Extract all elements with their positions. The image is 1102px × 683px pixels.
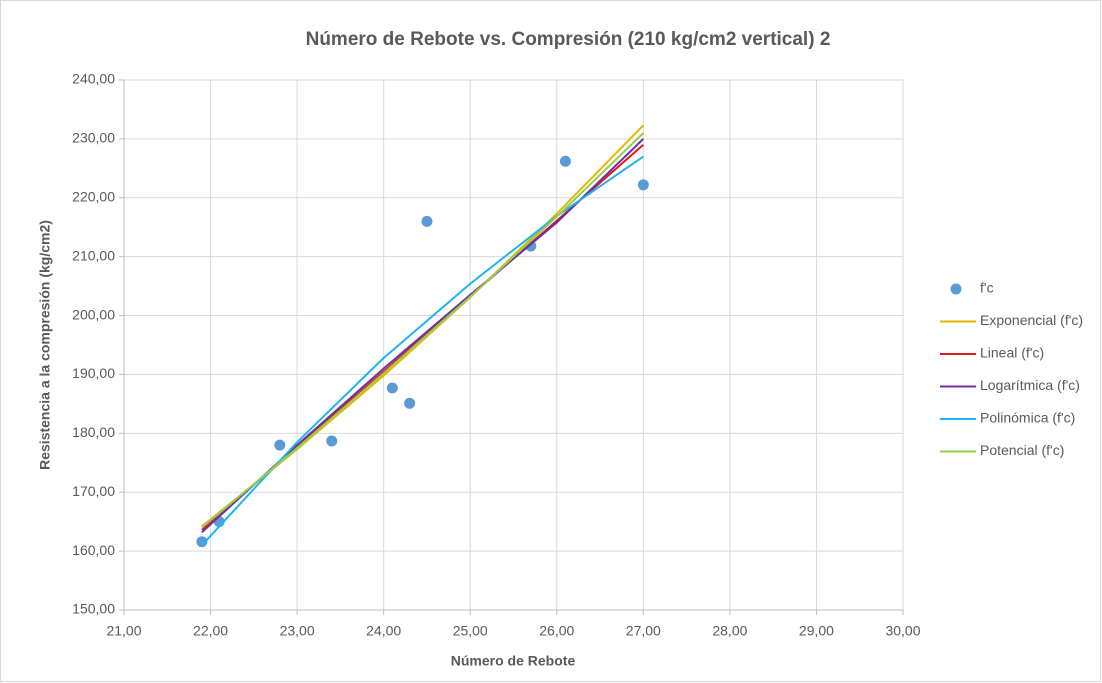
legend-swatch: [950, 283, 962, 295]
data-point: [421, 215, 433, 227]
y-axis-title: Resistencia a la compresión (kg/cm2): [37, 220, 53, 470]
x-tick-label: 27,00: [626, 623, 661, 639]
legend-label: Potencial (f'c): [980, 442, 1064, 458]
data-point: [196, 536, 208, 548]
y-tick-label: 180,00: [72, 424, 115, 440]
x-tick-label: 25,00: [453, 623, 488, 639]
data-point: [559, 155, 571, 167]
y-tick-label: 150,00: [72, 601, 115, 617]
x-axis-title: Número de Rebote: [451, 653, 576, 669]
y-tick-label: 170,00: [72, 483, 115, 499]
legend-label: Polinómica (f'c): [980, 410, 1075, 426]
y-tick-label: 240,00: [72, 71, 115, 87]
trendline: [201, 132, 645, 529]
y-tick-label: 220,00: [72, 188, 115, 204]
y-tick-label: 200,00: [72, 306, 115, 322]
data-point: [386, 382, 398, 394]
data-point: [637, 179, 649, 191]
chart-title: Número de Rebote vs. Compresión (210 kg/…: [306, 29, 831, 50]
x-tick-label: 24,00: [366, 623, 401, 639]
x-tick-label: 30,00: [885, 623, 920, 639]
legend-label: f'c: [980, 280, 994, 296]
data-point: [274, 439, 286, 451]
y-tick-label: 230,00: [72, 130, 115, 146]
data-point: [404, 397, 416, 409]
x-tick-label: 28,00: [712, 623, 747, 639]
data-point: [326, 435, 338, 447]
legend-label: Exponencial (f'c): [980, 312, 1083, 328]
y-tick-label: 160,00: [72, 542, 115, 558]
trendline: [201, 155, 644, 546]
x-tick-label: 22,00: [193, 623, 228, 639]
x-tick-label: 21,00: [106, 623, 141, 639]
y-tick-label: 190,00: [72, 365, 115, 381]
y-tick-label: 210,00: [72, 247, 115, 263]
x-tick-label: 26,00: [539, 623, 574, 639]
x-tick-label: 23,00: [280, 623, 315, 639]
legend-label: Lineal (f'c): [980, 345, 1044, 361]
legend-label: Logarítmica (f'c): [980, 377, 1080, 393]
x-tick-label: 29,00: [799, 623, 834, 639]
